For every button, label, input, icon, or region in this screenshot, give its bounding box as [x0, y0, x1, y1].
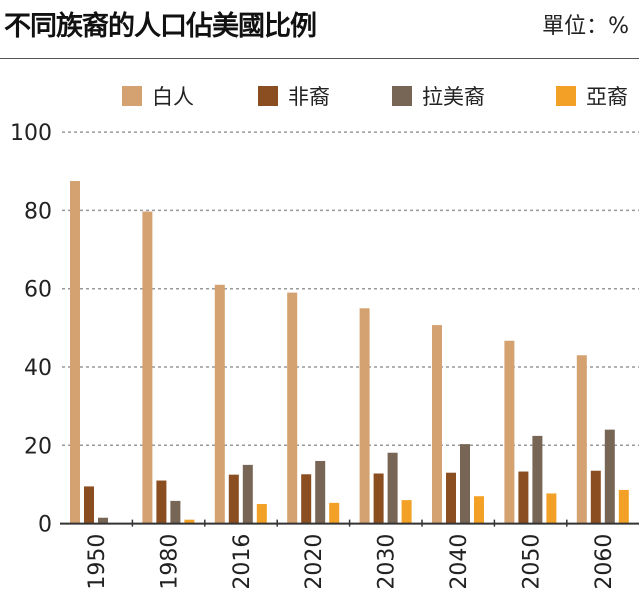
- x-tick-label: 1950: [85, 534, 110, 590]
- legend-label: 亞裔: [586, 85, 628, 109]
- x-tick-label: 2060: [592, 534, 617, 590]
- bar-2050-3: [546, 493, 557, 524]
- bar-2016-1: [228, 474, 239, 524]
- bar-1950-1: [84, 486, 94, 524]
- bar-2016-3: [256, 504, 267, 524]
- x-tick-label: 2040: [447, 534, 472, 590]
- bar-2050-2: [532, 435, 543, 524]
- y-tick-label: 80: [24, 199, 52, 224]
- bar-2060-3: [618, 489, 629, 524]
- bar-2020-2: [315, 460, 326, 524]
- bar-2020-3: [329, 502, 340, 524]
- chart-title: 不同族裔的人口佔美國比例: [4, 11, 317, 42]
- y-tick-label: 40: [24, 356, 52, 381]
- bar-2060-0: [576, 355, 587, 524]
- x-tick-label: 2016: [230, 534, 255, 590]
- bar-1950-0: [70, 181, 80, 524]
- bar-2060-1: [590, 470, 601, 524]
- legend-label: 白人: [152, 85, 194, 109]
- legend-swatch: [392, 86, 412, 106]
- bar-2040-0: [432, 325, 442, 524]
- title-divider: [0, 58, 639, 59]
- bar-1980-2: [170, 500, 181, 524]
- y-tick-label: 60: [24, 278, 52, 303]
- bar-2030-2: [387, 452, 398, 524]
- bar-2030-1: [373, 473, 384, 524]
- bar-1980-1: [156, 480, 167, 524]
- y-tick-label: 0: [38, 513, 52, 538]
- bar-2030-0: [359, 308, 370, 524]
- legend-label: 拉美裔: [422, 85, 485, 109]
- bar-1950-2: [98, 517, 108, 524]
- bar-2016-2: [242, 464, 253, 524]
- legend-label: 非裔: [288, 85, 330, 109]
- bar-1980-0: [142, 211, 153, 524]
- unit-label: 單位：%: [542, 14, 629, 39]
- bar-2050-0: [504, 340, 515, 524]
- bar-2040-3: [474, 496, 484, 524]
- x-tick-label: 1980: [157, 534, 182, 590]
- y-tick-label: 100: [10, 121, 52, 146]
- bar-2040-2: [460, 444, 470, 524]
- bar-2060-2: [604, 429, 615, 524]
- bar-2050-1: [518, 471, 529, 524]
- legend-swatch: [122, 86, 142, 106]
- x-tick-label: 2020: [302, 534, 327, 590]
- bar-1980-3: [184, 519, 195, 524]
- bar-2020-1: [301, 474, 312, 524]
- y-tick-label: 20: [24, 434, 52, 459]
- x-tick-label: 2050: [519, 534, 544, 590]
- legend-swatch: [258, 86, 278, 106]
- bar-2020-0: [287, 292, 298, 524]
- legend-swatch: [556, 86, 576, 106]
- bar-2040-1: [446, 472, 456, 524]
- bar-2016-0: [214, 284, 225, 524]
- bar-2030-3: [401, 500, 412, 524]
- x-tick-label: 2030: [375, 534, 400, 590]
